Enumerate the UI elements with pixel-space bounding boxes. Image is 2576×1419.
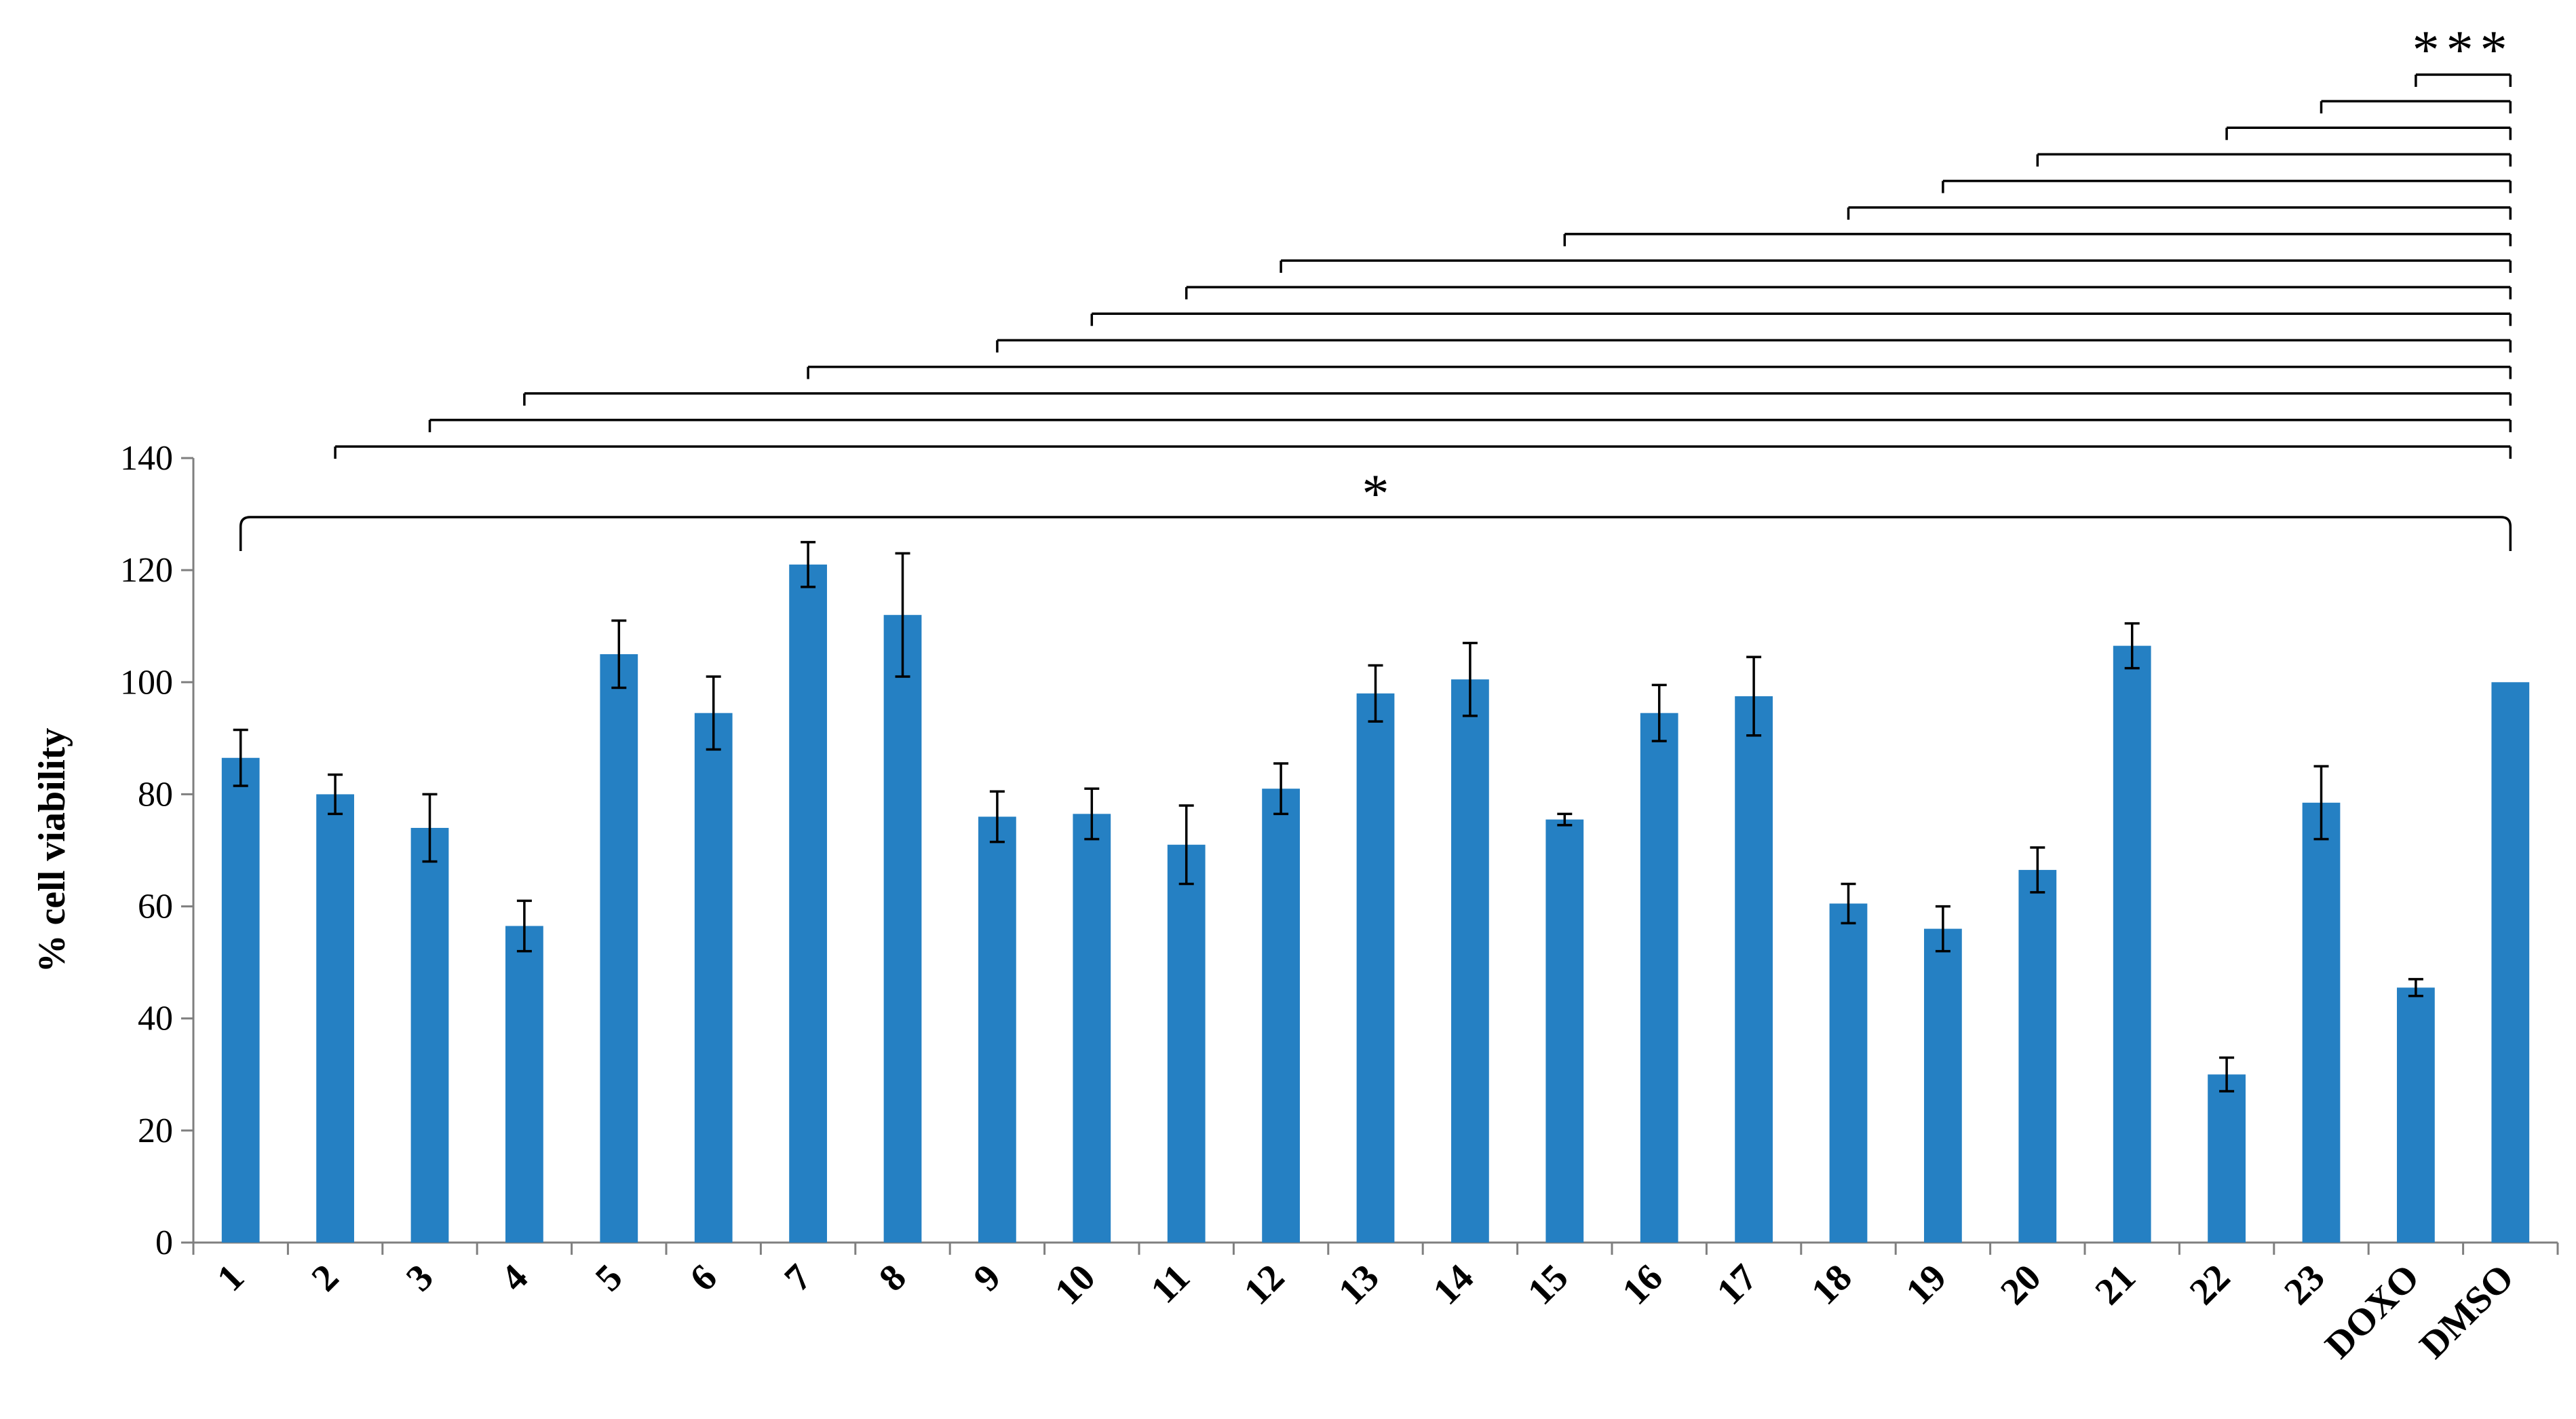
bar-2 — [316, 794, 354, 1243]
category-label: 12 — [1236, 1256, 1292, 1312]
category-label: 3 — [398, 1256, 442, 1300]
bar-6 — [694, 713, 733, 1243]
bar-DMSO — [2491, 682, 2530, 1243]
bar-21 — [2113, 645, 2151, 1243]
bar-16 — [1640, 713, 1678, 1243]
bar-9 — [978, 816, 1016, 1243]
bar-4 — [505, 926, 543, 1243]
category-label: 4 — [493, 1256, 536, 1300]
category-label: 11 — [1143, 1256, 1198, 1311]
bar-22 — [2208, 1074, 2246, 1243]
category-label: 1 — [209, 1256, 252, 1300]
bar-11 — [1167, 844, 1206, 1243]
y-tick-label: 100 — [120, 663, 173, 702]
category-label: 17 — [1709, 1256, 1765, 1312]
bar-DOXO — [2397, 987, 2435, 1243]
y-tick-label: 20 — [138, 1112, 173, 1150]
category-label: 2 — [304, 1256, 347, 1300]
y-tick-label: 40 — [138, 1000, 173, 1038]
category-label: 8 — [871, 1256, 915, 1300]
bar-5 — [600, 654, 638, 1243]
bar-20 — [2018, 869, 2057, 1243]
bar-8 — [883, 615, 922, 1243]
category-label: DMSO — [2412, 1256, 2522, 1367]
category-label: 22 — [2182, 1256, 2238, 1312]
y-tick-label: 80 — [138, 775, 173, 814]
category-label: 9 — [965, 1256, 1009, 1300]
category-label: 16 — [1614, 1256, 1670, 1312]
category-label: 21 — [2087, 1256, 2143, 1312]
category-label: 14 — [1425, 1256, 1482, 1312]
category-label: 6 — [682, 1256, 725, 1300]
bars — [221, 564, 2530, 1243]
bar-7 — [789, 564, 827, 1243]
category-label: 20 — [1993, 1256, 2049, 1312]
y-tick-label: 140 — [120, 439, 173, 478]
category-label: 10 — [1047, 1256, 1103, 1312]
bar-19 — [1924, 928, 1962, 1243]
bar-14 — [1451, 679, 1489, 1243]
category-label: 19 — [1898, 1256, 1955, 1312]
bar-15 — [1545, 819, 1584, 1243]
bar-1 — [221, 757, 260, 1243]
significance-bracket-1 — [239, 516, 2512, 551]
category-label: 18 — [1803, 1256, 1860, 1312]
category-label: 13 — [1330, 1256, 1387, 1312]
category-label: 7 — [777, 1256, 820, 1300]
bar-12 — [1262, 789, 1300, 1243]
significance-brackets: **** — [239, 20, 2514, 551]
bar-3 — [410, 827, 449, 1243]
bar-23 — [2302, 802, 2341, 1243]
category-label: 15 — [1520, 1256, 1576, 1312]
category-label: 23 — [2276, 1256, 2332, 1312]
y-tick-label: 0 — [155, 1224, 173, 1262]
y-tick-label: 120 — [120, 551, 173, 590]
category-label: DOXO — [2317, 1256, 2427, 1367]
significance-label-triple: *** — [2412, 20, 2514, 80]
error-bars — [233, 541, 2423, 1093]
category-label: 5 — [588, 1256, 631, 1300]
y-axis-label: % cell viability — [31, 728, 73, 973]
bar-10 — [1073, 814, 1111, 1243]
bar-17 — [1735, 696, 1773, 1243]
bar-18 — [1829, 903, 1868, 1243]
y-tick-label: 60 — [138, 888, 173, 926]
significance-label: * — [1362, 464, 1389, 524]
bar-13 — [1356, 693, 1395, 1243]
